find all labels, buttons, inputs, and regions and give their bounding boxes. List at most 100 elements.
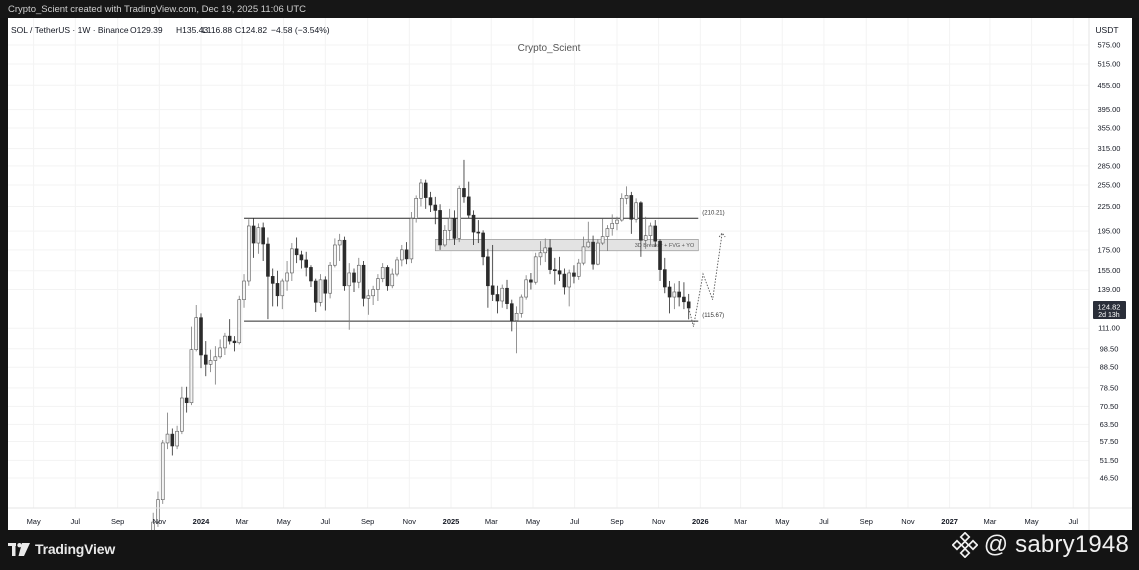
projection-path[interactable] bbox=[688, 232, 723, 327]
candle bbox=[443, 225, 447, 247]
candle bbox=[165, 412, 170, 450]
candle bbox=[495, 285, 500, 314]
candle bbox=[328, 262, 332, 299]
x-tick-label: Sep bbox=[361, 517, 374, 526]
candle bbox=[553, 257, 557, 285]
fvg-zone[interactable] bbox=[434, 239, 699, 252]
x-tick-label: Sep bbox=[610, 517, 623, 526]
candle bbox=[256, 223, 261, 254]
candle bbox=[409, 211, 414, 264]
x-tick-label: May bbox=[27, 517, 41, 526]
candle bbox=[543, 238, 548, 263]
candle bbox=[519, 294, 524, 318]
user-watermark: @ sabry1948 bbox=[951, 531, 1129, 559]
x-tick-label: Nov bbox=[901, 517, 915, 526]
x-tick-label: Nov bbox=[153, 517, 167, 526]
candle bbox=[433, 196, 438, 225]
candle bbox=[208, 349, 213, 373]
candle bbox=[404, 242, 409, 265]
candle bbox=[180, 386, 184, 435]
candle bbox=[648, 222, 653, 245]
candle bbox=[462, 159, 466, 203]
x-tick-label: May bbox=[526, 517, 540, 526]
chart-area[interactable]: 3D Breaker + FVG + YO (210.21) (115.67) 5… bbox=[8, 18, 1132, 530]
candle bbox=[643, 216, 648, 249]
x-tick-label: Sep bbox=[111, 517, 124, 526]
zone-label: 3D Breaker + FVG + YO bbox=[635, 243, 695, 249]
x-tick-label: Nov bbox=[652, 517, 666, 526]
x-tick-label: Mar bbox=[485, 517, 498, 526]
candle bbox=[529, 272, 533, 290]
y-tick-label: 98.50 bbox=[1100, 344, 1119, 353]
y-tick-label: 155.00 bbox=[1098, 266, 1121, 275]
candle bbox=[247, 219, 251, 286]
candle bbox=[270, 268, 275, 307]
y-tick-label: 139.00 bbox=[1098, 285, 1121, 294]
candle bbox=[610, 214, 615, 236]
candle bbox=[275, 270, 280, 307]
candle bbox=[371, 285, 375, 306]
top-frame bbox=[0, 0, 1139, 18]
candle bbox=[634, 198, 638, 223]
candle bbox=[203, 341, 208, 377]
y-tick-label: 315.00 bbox=[1098, 144, 1121, 153]
candle bbox=[677, 281, 681, 307]
y-tick-label: 70.50 bbox=[1100, 402, 1119, 411]
candle bbox=[213, 346, 218, 385]
candle bbox=[624, 186, 629, 205]
candle bbox=[419, 179, 423, 207]
candle bbox=[356, 257, 361, 289]
price-chart[interactable]: 3D Breaker + FVG + YO (210.21) (115.67) 5… bbox=[8, 18, 1132, 530]
y-tick-label: 175.00 bbox=[1098, 245, 1121, 254]
chart-watermark: Crypto_Scient bbox=[518, 43, 581, 54]
candle bbox=[567, 269, 571, 307]
candle bbox=[304, 251, 308, 277]
x-tick-label: Nov bbox=[403, 517, 417, 526]
x-tick-label: Jul bbox=[819, 517, 829, 526]
candle bbox=[686, 293, 691, 320]
y-tick-label: 285.00 bbox=[1098, 161, 1121, 170]
candle bbox=[366, 289, 371, 315]
x-tick-label: Jul bbox=[570, 517, 580, 526]
candle bbox=[615, 216, 619, 231]
candle bbox=[591, 235, 595, 270]
x-tick-label: Jul bbox=[321, 517, 331, 526]
symbol-title: SOL / TetherUS · 1W · Binance bbox=[11, 25, 129, 35]
tradingview-icon bbox=[8, 542, 30, 556]
candle bbox=[548, 239, 552, 275]
y-tick-label: 395.00 bbox=[1098, 105, 1121, 114]
x-tick-label: 2024 bbox=[193, 517, 211, 526]
candle bbox=[223, 332, 227, 355]
candle bbox=[333, 238, 337, 268]
candle bbox=[232, 336, 237, 352]
candle bbox=[309, 265, 313, 288]
candle bbox=[285, 260, 289, 291]
x-tick-label: Mar bbox=[236, 517, 249, 526]
candle bbox=[524, 275, 528, 300]
candle bbox=[227, 319, 232, 345]
candle bbox=[347, 263, 352, 330]
candle bbox=[662, 257, 667, 294]
candle bbox=[586, 221, 591, 248]
projection-layer bbox=[688, 232, 726, 327]
currency-label: USDT bbox=[1095, 25, 1118, 35]
candle bbox=[194, 305, 199, 352]
candle bbox=[639, 201, 643, 257]
x-tick-label: Mar bbox=[734, 517, 747, 526]
candle bbox=[486, 248, 490, 308]
candle bbox=[471, 210, 476, 245]
candle bbox=[385, 265, 390, 291]
candle bbox=[237, 295, 242, 345]
candle bbox=[605, 225, 610, 251]
ohlc-low: L116.88 bbox=[202, 25, 232, 35]
candle bbox=[629, 191, 634, 234]
candle bbox=[682, 282, 686, 310]
tradingview-logo[interactable]: TradingView bbox=[8, 541, 115, 557]
candle bbox=[266, 237, 270, 320]
ohlc-high: H135.43 bbox=[176, 25, 208, 35]
candle bbox=[184, 386, 189, 413]
candle bbox=[323, 276, 328, 311]
candle bbox=[151, 512, 155, 530]
candle bbox=[189, 326, 194, 406]
candle bbox=[395, 256, 399, 277]
